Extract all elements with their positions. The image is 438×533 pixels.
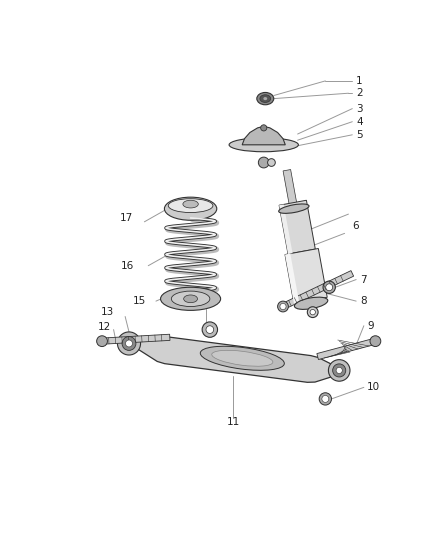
Text: 6: 6 [352,221,359,231]
Ellipse shape [280,303,286,310]
Polygon shape [317,338,376,360]
Text: 15: 15 [133,296,146,306]
Ellipse shape [229,138,298,152]
Ellipse shape [326,284,332,290]
Polygon shape [279,204,293,254]
Ellipse shape [370,336,381,346]
Polygon shape [242,126,285,145]
Ellipse shape [258,157,269,168]
Ellipse shape [323,281,336,294]
Text: 17: 17 [120,213,133,223]
Ellipse shape [202,322,218,337]
Ellipse shape [328,360,350,381]
Ellipse shape [261,125,267,131]
Ellipse shape [161,287,221,310]
Ellipse shape [332,364,346,377]
Polygon shape [129,337,347,382]
Text: 5: 5 [356,130,363,140]
Polygon shape [282,271,353,309]
Ellipse shape [322,395,329,402]
Text: 11: 11 [227,417,240,427]
Ellipse shape [183,200,198,208]
Ellipse shape [268,159,276,166]
Ellipse shape [212,350,273,366]
Ellipse shape [336,367,342,374]
Ellipse shape [122,336,136,350]
Polygon shape [102,334,170,344]
Ellipse shape [263,97,267,100]
Ellipse shape [171,291,210,306]
Ellipse shape [126,340,132,347]
Text: 16: 16 [121,261,134,271]
Text: 2: 2 [356,88,363,98]
Ellipse shape [260,95,271,102]
Ellipse shape [294,297,328,309]
Text: 3: 3 [356,103,363,114]
Ellipse shape [168,199,213,213]
Text: 7: 7 [360,274,367,285]
Ellipse shape [117,332,141,355]
Text: 13: 13 [100,307,114,317]
Ellipse shape [319,393,332,405]
Polygon shape [285,254,299,303]
Ellipse shape [200,346,284,370]
Text: 4: 4 [356,117,363,127]
Text: 12: 12 [98,322,111,332]
Polygon shape [279,200,315,254]
Ellipse shape [257,92,274,105]
Ellipse shape [184,295,198,303]
Ellipse shape [307,307,318,318]
Text: 14: 14 [191,297,204,308]
Ellipse shape [279,204,309,213]
Ellipse shape [97,336,107,346]
Ellipse shape [310,310,315,315]
Text: 10: 10 [367,382,380,392]
Ellipse shape [206,326,214,334]
Polygon shape [285,248,327,303]
Text: 9: 9 [367,321,374,331]
Ellipse shape [164,197,217,220]
Text: 8: 8 [360,296,367,306]
Ellipse shape [278,301,288,312]
Polygon shape [283,169,297,208]
Text: 1: 1 [356,76,363,86]
